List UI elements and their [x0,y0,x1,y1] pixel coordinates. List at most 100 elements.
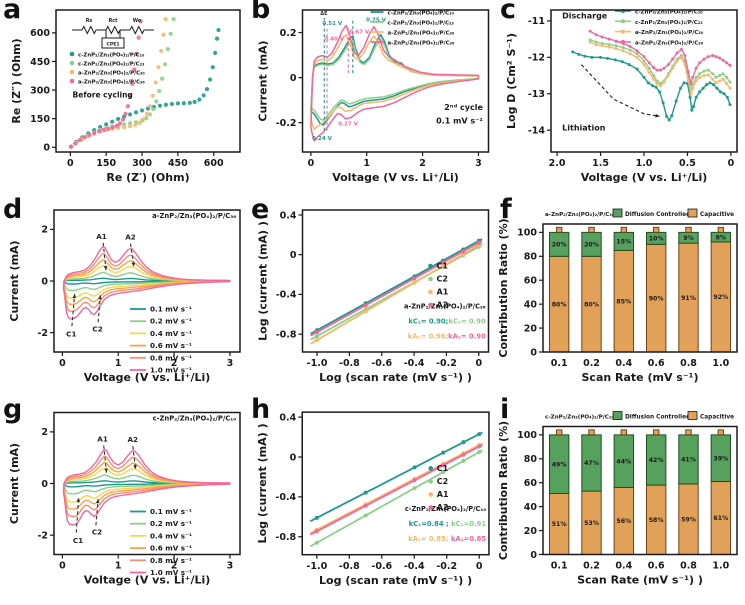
bar-cap-nub [620,429,628,436]
series-point [68,144,74,149]
arrow-head [133,465,137,470]
annotation: ΔE [320,11,328,17]
series-point [662,66,666,70]
series-point [114,123,119,128]
fit-line [310,244,483,341]
data-point [412,276,417,281]
series-point [642,63,646,67]
panel-c: c 2.0 1.5 1.0 0.5 0 -11 -12 -13 -14 Voltage (V vs… [497,0,745,200]
series-point [642,59,646,63]
x-tick-label: 1 [363,158,370,169]
y-axis-label: Log D (Cm² S⁻¹) [505,33,518,129]
series-point [679,86,683,90]
annotation: 0.27 V [338,122,358,128]
series-point [635,55,639,59]
x-tick-label: 600 [204,158,224,169]
x-tick-label: 0.2 [583,358,600,369]
x-tick-label: 0.1 [551,561,568,572]
series-point [666,63,670,67]
legend-label: 0.8 mV s⁻¹ [150,556,192,565]
series-point [662,80,666,84]
arrow-head [103,265,108,271]
series-point [571,50,575,54]
series-point [728,63,732,67]
series-point [169,101,174,107]
y-tick-label: 0 [43,143,50,154]
data-point [441,450,446,455]
series-point [725,75,729,79]
x-axis-label: Voltage (V vs. Li⁺/Li) [332,171,459,184]
panel-letter-c: c [500,0,517,25]
x-axis-label: Scan Rate (mV s⁻¹) [582,371,699,384]
x-tick-label: 0 [475,358,482,369]
series-point [721,77,725,81]
legend-marker [69,60,75,66]
wo-label: Wo [133,18,142,24]
y-tick-label: -13 [528,89,545,100]
series-point [675,51,679,55]
series-point [150,93,155,98]
bar-label-capacitive: 92% [713,294,728,301]
x-tick-label: 0.4 [615,561,632,572]
y-tick-label: 0 [290,452,297,463]
series-point [138,19,143,24]
series-point [692,104,696,108]
data-point [315,334,320,339]
series-point [702,74,706,78]
data-point [315,338,320,343]
series-point [706,68,710,72]
series-point [130,81,135,86]
legend-label: c-ZnP₂/Zn₃(PO₄)₂/P/C₂₃ [635,20,703,26]
panel-letter-i: i [500,394,510,425]
legend-label-diffusion: Diffusion Controlled [625,415,690,421]
series-point [691,75,695,79]
data-point [476,240,481,245]
fit-line [309,442,483,534]
bar-label-capacitive: 51% [552,521,567,528]
x-axis-label: Re (Z′) (Ohm) [106,171,189,184]
x-tick-label: 150 [96,158,116,169]
bar-label-capacitive: 80% [552,301,567,308]
series-point [698,75,702,79]
legend-label: A1 [437,490,449,499]
x-tick-label: -0.6 [371,561,392,572]
series-point [658,90,662,94]
series-point [137,120,142,125]
legend-label: a-ZnP₂/Zn₃(PO₄)₂/P/C₃₀ [78,71,145,77]
series-point [679,55,683,59]
series-point [214,36,220,41]
series-point [718,90,722,94]
x-tick-label: 2 [171,561,178,572]
x-axis-label: Log (scan rate (mV s⁻¹) ) [319,574,472,587]
series-point [714,55,718,59]
legend-swatch-capacitive [687,411,698,420]
series-point [127,112,133,117]
bar-label-diffusion: 20% [552,242,567,249]
x-tick-label: 0.6 [648,358,665,369]
bar-label-diffusion: 39% [713,455,728,462]
series-point [144,111,149,116]
panel-letter-e: e [251,194,270,225]
bar-label-diffusion: 20% [584,242,599,249]
data-point [412,280,417,285]
data-point [412,478,417,483]
panel-g: g 0 1 2 3 2 0 -2 Voltage (V vs. Li⁺/Li) Current … [0,394,248,605]
series-point [197,97,202,102]
arrow-head [104,468,108,473]
series-point [652,74,656,78]
fit-line [310,242,483,345]
series-point [628,48,632,52]
data-point [314,540,319,545]
panel-e: e -1.0 -0.8 -0.6 -0.4 -0.2 0 0.4 0 -0.4 -0.8 Log (… [248,194,497,400]
series-point [671,66,675,70]
series-point [635,67,639,71]
data-point [412,486,417,491]
data-point [461,452,466,457]
y-axis-label: Current (mA) [8,443,21,524]
legend-label: C1 [437,262,449,271]
series-point [156,65,161,70]
legend-swatch-diffusion [612,208,623,218]
legend-label: 0.1 mV s⁻¹ [150,305,192,314]
panel-letter-f: f [500,194,512,225]
legend-marker [428,479,434,484]
